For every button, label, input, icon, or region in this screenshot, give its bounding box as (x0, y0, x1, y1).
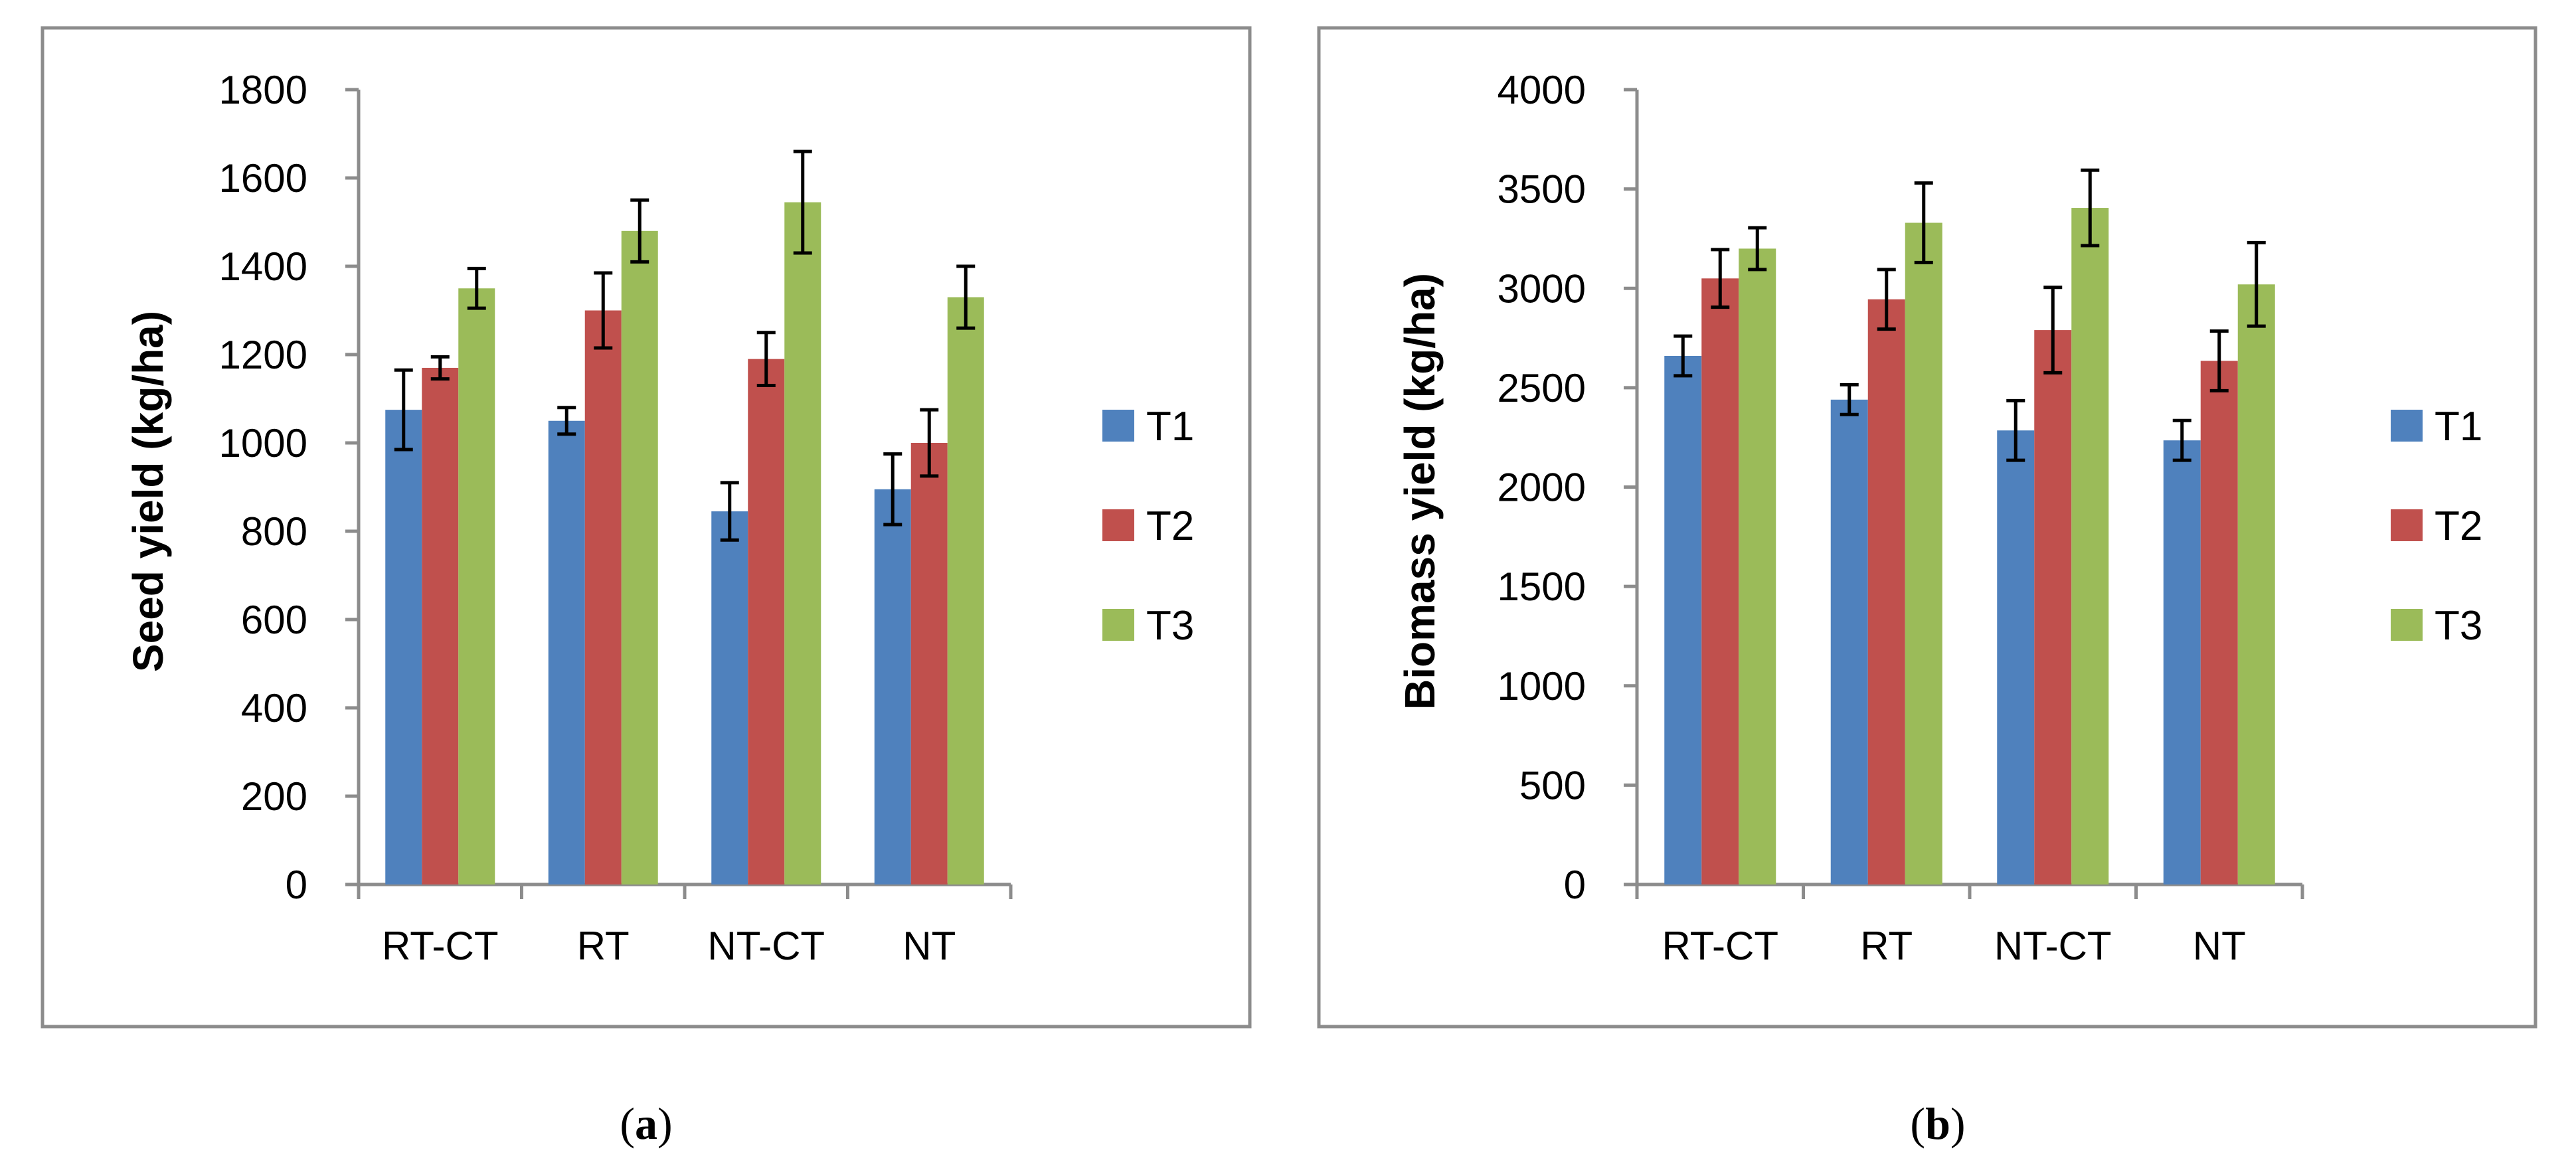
legend-label: T1 (1146, 404, 1194, 450)
caption-letter: b (1925, 1098, 1950, 1149)
x-tick-label: RT-CT (382, 924, 499, 968)
bar-t3 (1739, 248, 1776, 884)
x-tick-label: NT (2193, 924, 2246, 968)
y-tick-label: 2500 (1498, 366, 1586, 410)
legend-swatch-t1 (1102, 410, 1134, 442)
axis-layer: 0 200 400 600 800 1000 1200 1400 1600 1800 RT-CT RT… (219, 68, 1013, 968)
bar-t1 (2163, 440, 2201, 884)
bar-t3 (2071, 208, 2109, 885)
y-tick-label: 1500 (1498, 564, 1586, 609)
legend: T1 T2 T3 (2391, 404, 2482, 649)
bar-t2 (584, 310, 622, 884)
y-tick-label: 1200 (219, 333, 307, 377)
x-tick-label: NT-CT (1994, 924, 2112, 968)
bar-t2 (2034, 330, 2072, 884)
bar-t1 (548, 420, 585, 884)
y-tick-label: 600 (241, 598, 307, 642)
y-tick-label: 800 (241, 509, 307, 554)
y-tick-label: 0 (286, 863, 307, 907)
x-tick-label: RT-CT (1662, 924, 1778, 968)
y-tick-label: 2000 (1498, 465, 1586, 510)
x-tick-label: RT (1860, 924, 1913, 968)
bar-t1 (1997, 430, 2035, 884)
bar-t2 (422, 367, 459, 884)
y-tick-label: 1800 (219, 68, 307, 112)
chart-panel-a: 0 200 400 600 800 1000 1200 1400 1600 1800 RT-CT RT… (41, 26, 1252, 1149)
y-tick-label: 1000 (1498, 664, 1586, 709)
y-axis-title: Seed yield (kg/ha) (124, 311, 172, 672)
bar-t1 (711, 511, 748, 884)
bar-t2 (2200, 361, 2238, 884)
bar-t1 (385, 410, 422, 884)
y-tick-label: 4000 (1498, 68, 1586, 112)
chart-panel-b: 0 500 1000 1500 2000 2500 3000 3500 4000 RT-CT RT N… (1317, 26, 2537, 1149)
figure-caption: (b) (1910, 1098, 1965, 1149)
y-tick-label: 200 (241, 774, 307, 819)
x-tick-label: RT (577, 924, 630, 968)
y-tick-label: 400 (241, 686, 307, 730)
legend: T1 T2 T3 (1102, 404, 1194, 649)
bar-layer (385, 149, 984, 885)
legend-label: T1 (2435, 404, 2482, 450)
legend-label: T2 (2435, 503, 2482, 549)
legend-swatch-t1 (2391, 410, 2423, 442)
legend-swatch-t3 (1102, 609, 1134, 641)
y-tick-label: 500 (1519, 763, 1586, 807)
bar-t2 (910, 443, 948, 884)
bar-t2 (748, 359, 785, 884)
bar-t3 (2237, 284, 2275, 884)
legend-swatch-t2 (1102, 509, 1134, 541)
y-tick-label: 1600 (219, 156, 307, 201)
bar-t3 (621, 230, 658, 884)
bar-t1 (874, 489, 911, 884)
legend-swatch-t3 (2391, 609, 2423, 641)
legend-swatch-t2 (2391, 509, 2423, 541)
legend-label: T3 (1146, 603, 1194, 649)
bar-t3 (1905, 222, 1942, 884)
y-tick-label: 3500 (1498, 167, 1586, 212)
bar-t1 (1830, 399, 1868, 884)
y-tick-label: 3000 (1498, 266, 1586, 311)
caption-letter: a (635, 1098, 657, 1149)
bar-layer (1664, 168, 2275, 885)
bar-t2 (1867, 299, 1905, 884)
bar-t3 (784, 202, 821, 885)
y-tick-label: 1400 (219, 244, 307, 289)
legend-label: T2 (1146, 503, 1194, 549)
bar-t3 (947, 297, 984, 884)
bar-t1 (1664, 355, 1702, 884)
bar-t2 (1701, 278, 1739, 885)
figure-caption: (a) (620, 1098, 672, 1149)
y-tick-label: 0 (1564, 863, 1586, 907)
y-axis-title: Biomass yield (kg/ha) (1396, 273, 1444, 710)
legend-label: T3 (2435, 603, 2482, 649)
x-tick-label: NT-CT (707, 924, 825, 968)
x-tick-label: NT (902, 924, 956, 968)
bar-t3 (458, 288, 495, 884)
y-tick-label: 1000 (219, 421, 307, 465)
